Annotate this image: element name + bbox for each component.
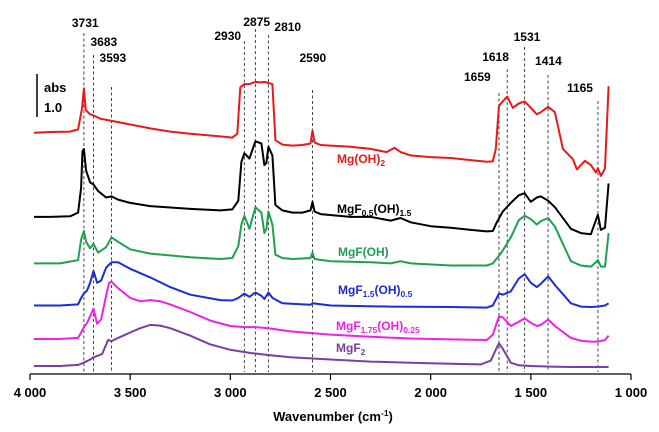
- x-tick-label-2500: 2 500: [314, 385, 347, 400]
- series-label-0: Mg(OH)2: [337, 152, 385, 168]
- series-label-1: MgF0.5(OH)1.5: [337, 202, 412, 218]
- series-label-part: MgF: [337, 202, 362, 216]
- series-line-1: [34, 140, 610, 236]
- peak-label-2875: 2875: [243, 15, 270, 29]
- series-label-part: MgF: [336, 319, 361, 333]
- series-label-part: 0.5: [400, 289, 412, 299]
- series-line-2: [34, 206, 610, 268]
- peak-label-1618: 1618: [482, 50, 509, 64]
- series-label-part: 1.75: [361, 325, 378, 335]
- x-tick-label-4000: 4 000: [14, 385, 47, 400]
- series-label-4: MgF1.75(OH)0.25: [336, 319, 420, 335]
- scale-bar-value: 1.0: [44, 100, 62, 115]
- peak-label-2590: 2590: [299, 51, 326, 65]
- x-tick-label-2000: 2 000: [414, 385, 447, 400]
- peak-label-1165: 1165: [567, 81, 593, 95]
- x-ticks: 4 000 3 500 3 000 2 500 2 000 1 500 1 000: [14, 374, 648, 400]
- x-tick-label-3000: 3 000: [214, 385, 247, 400]
- series-label-2: MgF(OH): [338, 245, 389, 259]
- series-label-part: Mg(OH): [337, 152, 380, 166]
- series-label-part: 0.25: [403, 325, 420, 335]
- scale-bar: abs 1.0: [36, 74, 66, 117]
- peak-label-3593: 3593: [100, 51, 127, 65]
- series-label-part: MgF: [336, 341, 361, 355]
- series-label-part: MgF: [338, 283, 363, 297]
- series-line-3: [34, 261, 610, 309]
- series-label-part: (OH): [377, 319, 403, 333]
- x-tick-label-3500: 3 500: [114, 385, 147, 400]
- peak-label-2810: 2810: [274, 20, 301, 34]
- series-labels: Mg(OH)2MgF0.5(OH)1.5MgF(OH)MgF1.5(OH)0.5…: [336, 152, 420, 357]
- x-axis-title: Wavenumber (cm-1): [273, 408, 393, 424]
- series-label-3: MgF1.5(OH)0.5: [338, 283, 413, 299]
- x-axis-title-text: Wavenumber (cm: [273, 409, 381, 424]
- series-label-part: 2: [361, 347, 366, 357]
- series-group: [33, 80, 610, 368]
- series-label-part: (OH): [373, 202, 399, 216]
- series-label-part: (OH): [374, 283, 400, 297]
- x-tick-label-1500: 1 500: [515, 385, 548, 400]
- scale-bar-unit: abs: [44, 80, 66, 95]
- series-label-5: MgF2: [336, 341, 366, 357]
- peak-label-1414: 1414: [535, 54, 562, 68]
- peak-label-3683: 3683: [91, 35, 118, 49]
- series-label-part: 1.5: [363, 289, 375, 299]
- series-label-part: 2: [380, 158, 385, 168]
- x-axis-title-tail: ): [389, 409, 393, 424]
- series-line-0: [33, 80, 610, 177]
- x-axis-title-sup: -1: [381, 408, 389, 418]
- peak-label-1531: 1531: [514, 30, 541, 44]
- peak-label-3731: 3731: [72, 16, 99, 30]
- x-tick-label-1000: 1 000: [615, 385, 648, 400]
- series-label-part: 0.5: [362, 208, 374, 218]
- peak-label-1659: 1659: [464, 70, 491, 84]
- peak-label-2930: 2930: [214, 29, 241, 43]
- series-label-part: 1.5: [399, 208, 411, 218]
- series-line-4: [34, 280, 610, 343]
- series-label-part: MgF(OH): [338, 245, 389, 259]
- series-line-5: [34, 323, 609, 368]
